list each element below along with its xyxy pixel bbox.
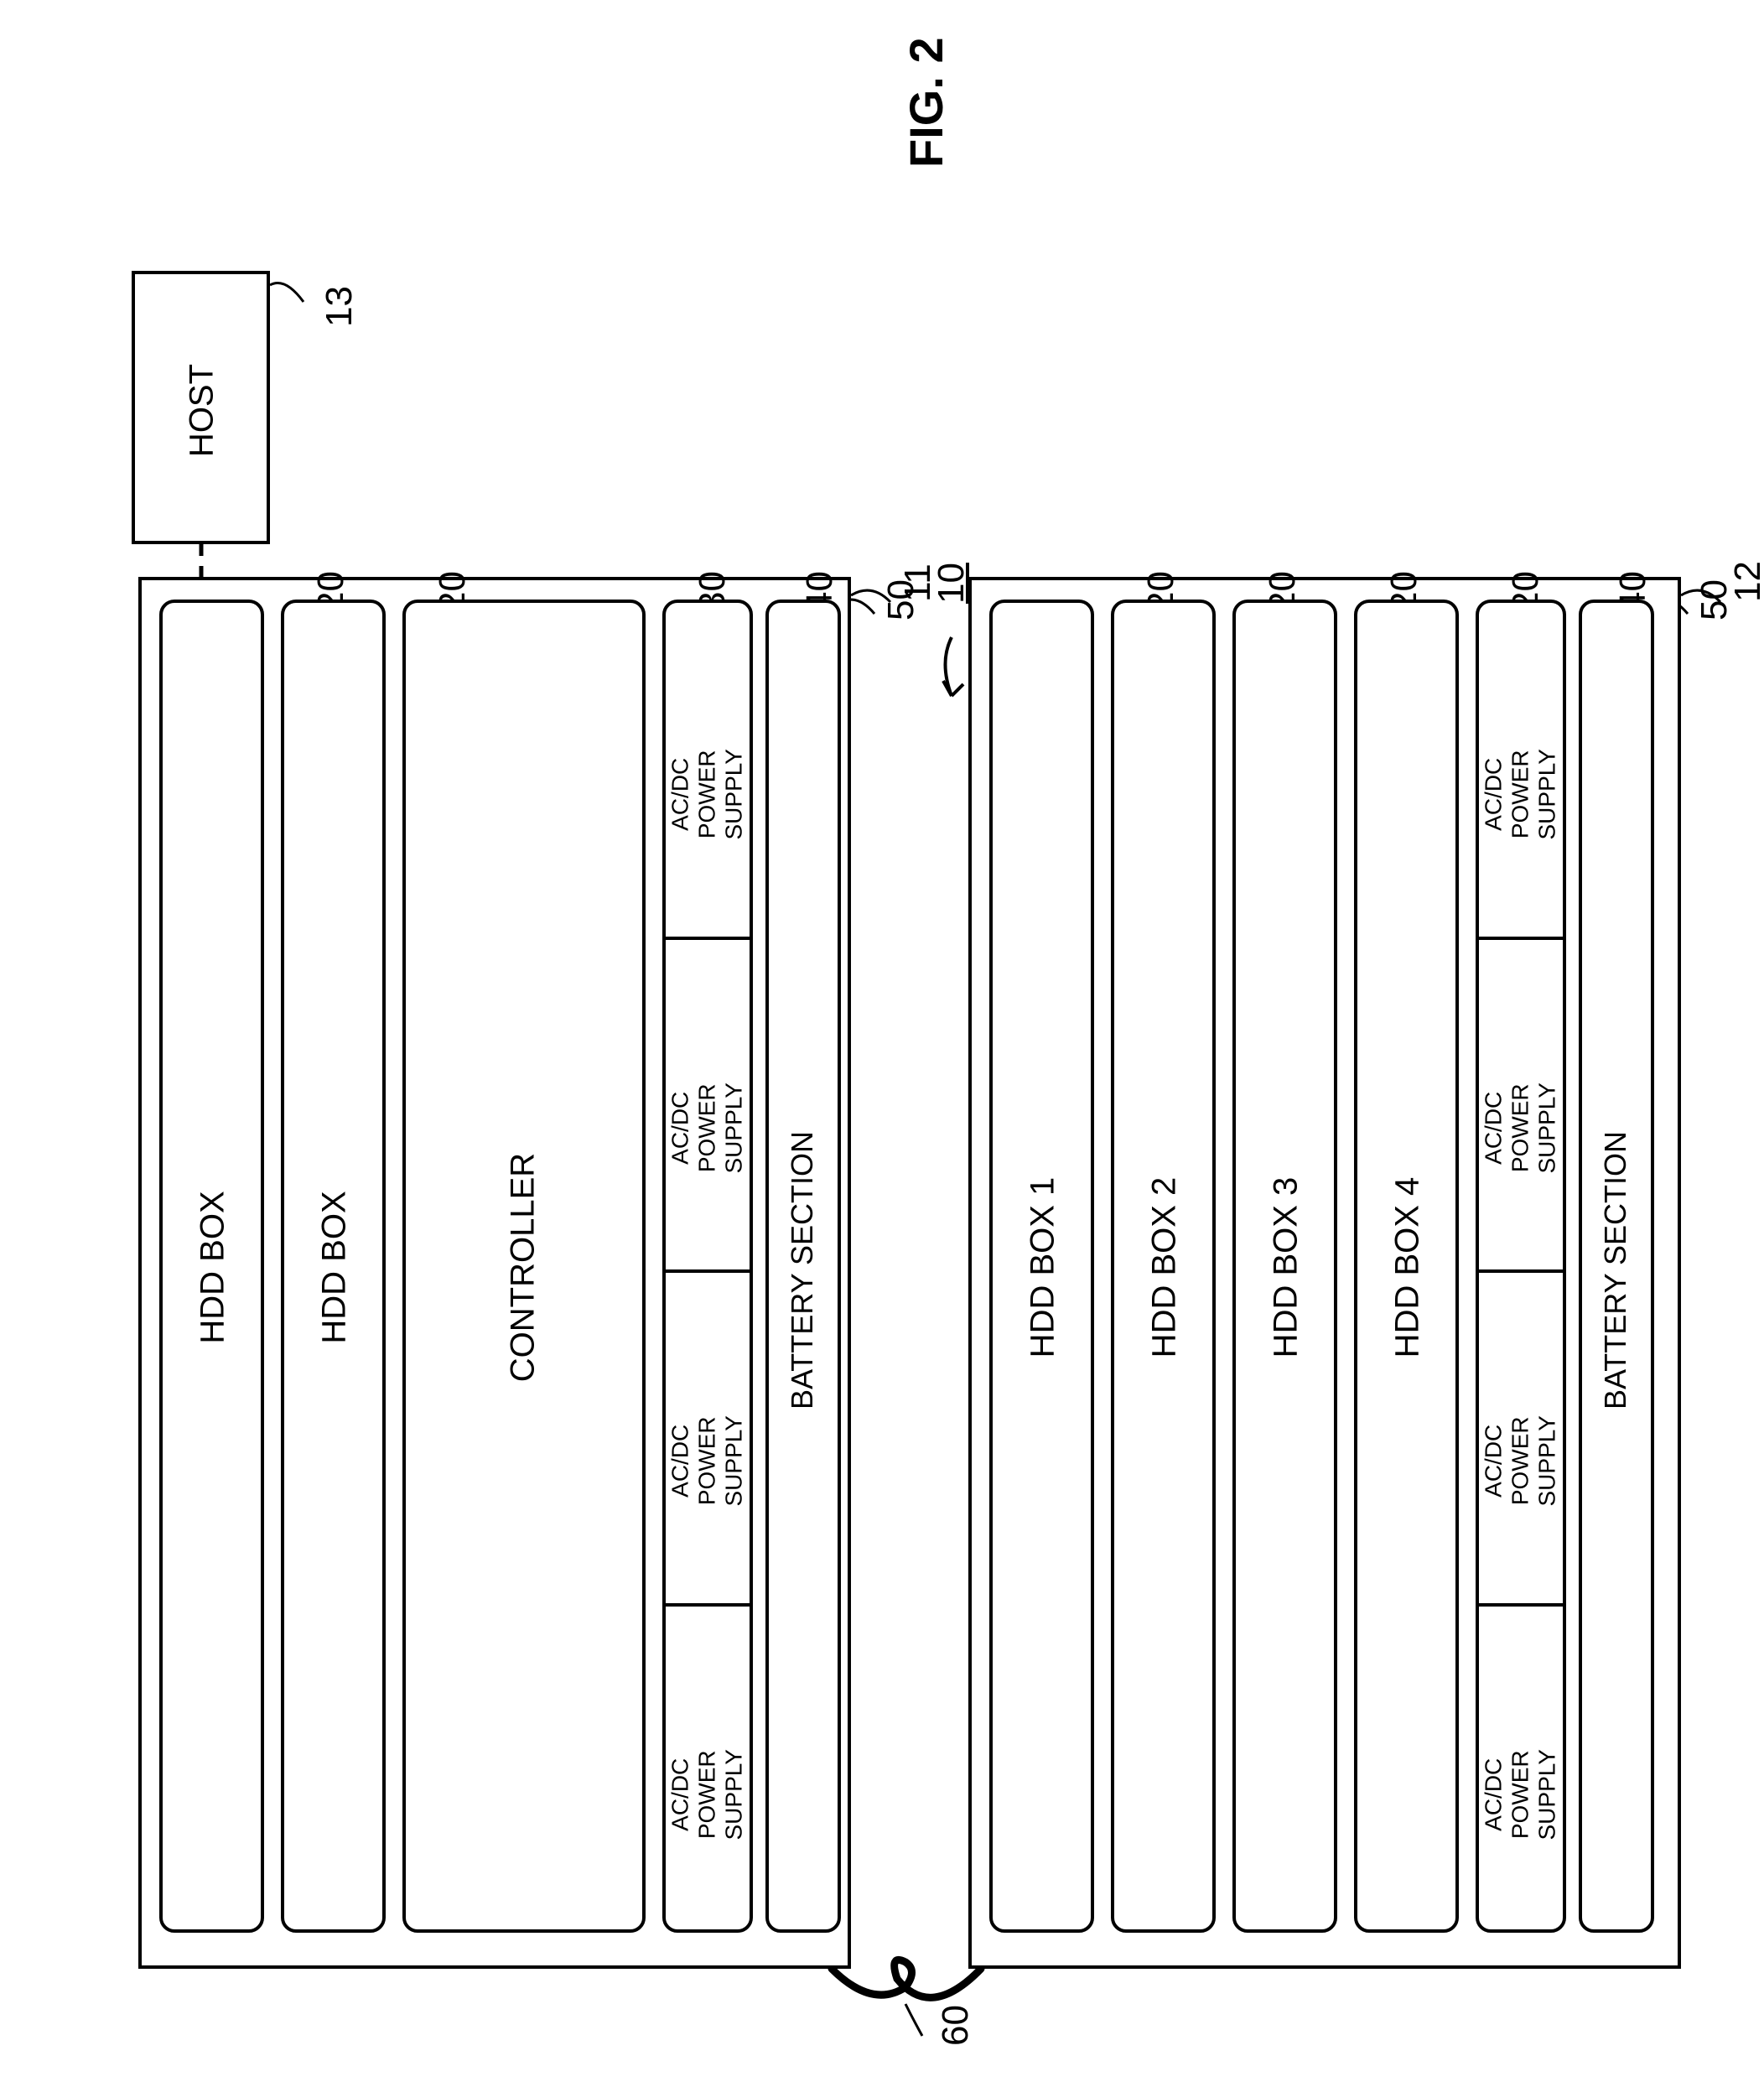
controller-box: CONTROLLER (402, 600, 646, 1933)
hdd-box: HDD BOX (281, 600, 386, 1933)
psu-label: AC/DCPOWERSUPPLY (1481, 968, 1562, 1287)
psu-label: AC/DCPOWERSUPPLY (1481, 1301, 1562, 1620)
battery-label: BATTERY SECTION (785, 1061, 820, 1480)
battery-label: BATTERY SECTION (1598, 1061, 1633, 1480)
psu-row: AC/DCPOWERSUPPLY AC/DCPOWERSUPPLY AC/DCP… (1476, 600, 1566, 1933)
hdd-box: HDD BOX 2 (1111, 600, 1216, 1933)
psu-label: AC/DCPOWERSUPPLY (667, 1301, 749, 1620)
figure-container: FIG. 2 HOST 13 10 (34, 34, 1730, 2053)
hdd-label: HDD BOX 2 (1146, 1108, 1184, 1427)
psu-label: AC/DCPOWERSUPPLY (1481, 635, 1562, 953)
battery-section: BATTERY SECTION (765, 600, 841, 1933)
hdd-label: HDD BOX (316, 1108, 354, 1427)
hdd-box: HDD BOX 4 (1354, 600, 1459, 1933)
battery-section: BATTERY SECTION (1579, 600, 1654, 1933)
box-id: 50 (880, 579, 922, 620)
psu-label: AC/DCPOWERSUPPLY (667, 635, 749, 953)
hdd-label: HDD BOX 1 (1025, 1108, 1062, 1427)
host-box: HOST (132, 271, 270, 544)
cable-id: 60 (935, 2005, 977, 2046)
hdd-label: HDD BOX (195, 1108, 232, 1427)
box-id: 50 (1694, 579, 1735, 620)
hdd-box: HDD BOX 1 (989, 600, 1094, 1933)
psu-label: AC/DCPOWERSUPPLY (667, 968, 749, 1287)
hdd-box: HDD BOX 3 (1232, 600, 1337, 1933)
hdd-label: HDD BOX 4 (1389, 1108, 1427, 1427)
psu-label: AC/DCPOWERSUPPLY (1481, 1635, 1562, 1954)
hdd-label: HDD BOX 3 (1268, 1108, 1305, 1427)
host-label: HOST (184, 293, 221, 528)
psu-label: AC/DCPOWERSUPPLY (667, 1635, 749, 1954)
controller-label: CONTROLLER (505, 1092, 542, 1444)
host-id: 13 (319, 286, 361, 327)
figure-title: FIG. 2 (899, 37, 953, 168)
hdd-box: HDD BOX (159, 600, 264, 1933)
psu-row: AC/DCPOWERSUPPLY AC/DCPOWERSUPPLY AC/DCP… (662, 600, 753, 1933)
